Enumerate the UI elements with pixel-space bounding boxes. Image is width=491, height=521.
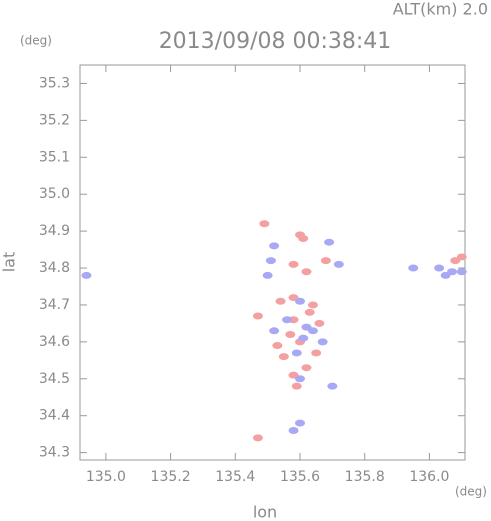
y-tick-label: 35.3 — [39, 75, 70, 91]
x-tick-label: 135.2 — [151, 469, 191, 485]
echo-point — [269, 242, 280, 250]
echo-point — [301, 364, 312, 372]
y-tick-label: 34.5 — [39, 371, 70, 387]
y-unit: (deg) — [20, 34, 52, 48]
echo-point — [285, 330, 296, 338]
echo-point — [298, 334, 309, 342]
x-tick-label: 135.4 — [215, 469, 255, 485]
echo-point — [269, 327, 280, 335]
x-unit: (deg) — [455, 485, 487, 499]
y-tick-label: 34.3 — [39, 445, 70, 461]
echo-point — [408, 264, 419, 272]
echo-point — [282, 316, 293, 324]
echo-point — [81, 271, 92, 279]
y-tick-label: 34.8 — [39, 260, 70, 276]
echo-point — [278, 353, 289, 361]
echo-point — [333, 260, 344, 268]
echo-point — [265, 257, 276, 265]
echo-point — [317, 338, 328, 346]
y-tick-label: 34.4 — [39, 408, 70, 424]
echo-point — [272, 342, 283, 350]
echo-point — [327, 382, 338, 390]
echo-point — [288, 426, 299, 434]
echo-point — [434, 264, 445, 272]
echo-point — [295, 375, 305, 383]
y-tick-label: 34.9 — [39, 223, 70, 239]
x-tick-label: 135.0 — [86, 469, 126, 485]
y-tick-label: 35.2 — [39, 112, 70, 128]
echo-point — [311, 349, 322, 357]
echo-point — [291, 382, 302, 390]
echo-point — [295, 419, 305, 427]
y-tick-label: 34.7 — [39, 297, 70, 313]
echo-point — [324, 238, 335, 246]
echo-point — [262, 271, 273, 279]
echo-point — [314, 319, 325, 327]
echo-point — [307, 327, 318, 335]
echo-point — [456, 268, 467, 276]
y-tick-label: 35.1 — [39, 149, 70, 165]
x-tick-label: 136.0 — [409, 469, 449, 485]
echo-point — [295, 297, 305, 305]
echo-point — [252, 312, 263, 320]
echo-point — [440, 271, 451, 279]
echo-point — [320, 257, 331, 265]
y-tick-label: 34.6 — [39, 334, 70, 350]
x-axis-label: lon — [253, 503, 277, 521]
x-tick-label: 135.6 — [280, 469, 320, 485]
altitude-label: ALT(km) 2.0 — [393, 0, 488, 19]
y-axis-label: lat — [0, 252, 19, 273]
echo-point — [298, 235, 309, 243]
plot-frame — [79, 64, 466, 461]
echo-point — [252, 434, 263, 442]
chart-title: 2013/09/08 00:38:41 — [159, 29, 392, 54]
x-tick-label: 135.8 — [345, 469, 385, 485]
echo-point — [259, 220, 270, 228]
echo-point — [456, 253, 467, 261]
echo-point — [288, 260, 299, 268]
echo-point — [301, 268, 312, 276]
echo-point — [307, 301, 318, 309]
echo-point — [275, 297, 286, 305]
echo-point — [304, 308, 315, 316]
y-tick-label: 35.0 — [39, 186, 70, 202]
echo-point — [291, 349, 302, 357]
